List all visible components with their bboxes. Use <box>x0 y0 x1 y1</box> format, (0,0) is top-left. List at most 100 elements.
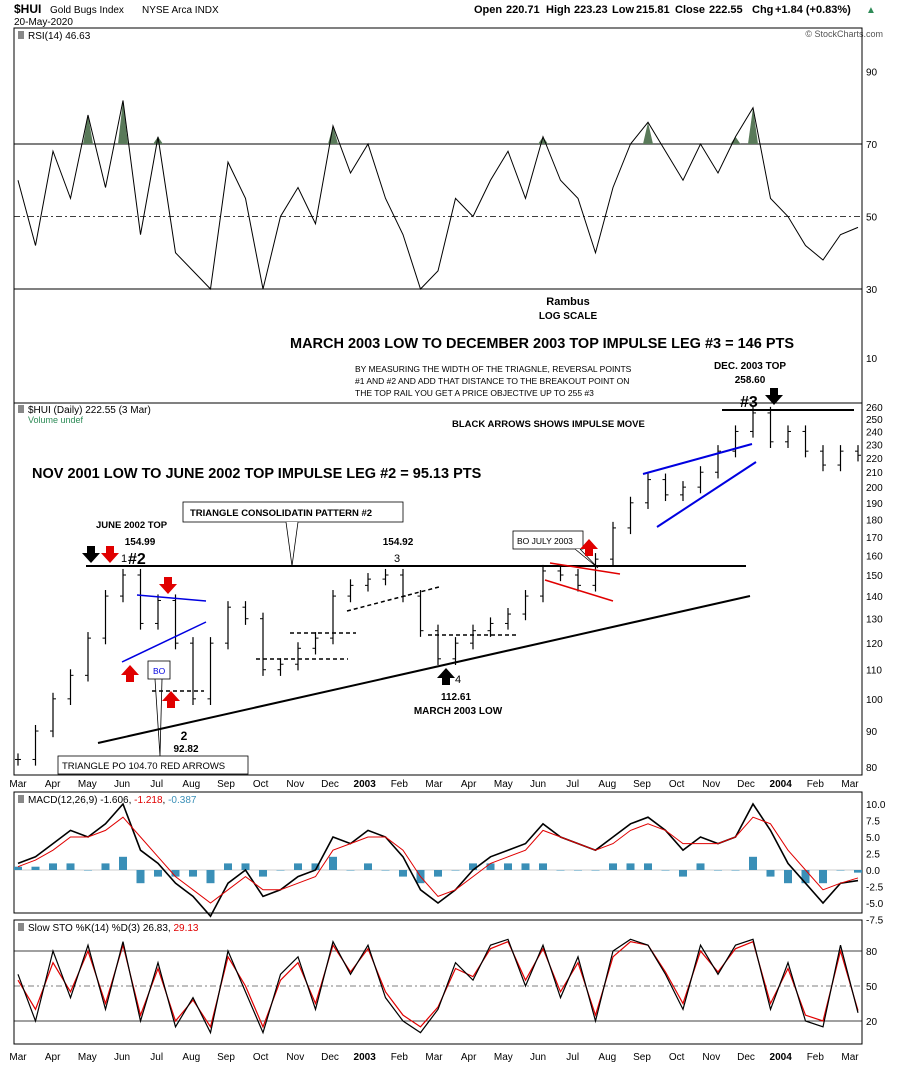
time-tick-label: Apr <box>461 1052 477 1063</box>
time-tick-label: Sep <box>217 779 235 790</box>
price-y-tick-label: 210 <box>866 468 883 479</box>
price-plot: 80 90 100 110 120 130 140 150 160 170 180 190 200 210… <box>15 403 883 774</box>
macd-histogram-bar <box>644 863 652 870</box>
black-down-arrow-dec <box>765 388 783 405</box>
time-tick-label: Oct <box>253 1052 269 1063</box>
macd-histogram-bar <box>854 870 862 873</box>
macd-histogram-bar <box>101 863 110 870</box>
time-tick-label: Dec <box>321 779 339 790</box>
price-y-tick-label: 150 <box>866 571 883 582</box>
time-tick-label: May <box>494 1052 513 1063</box>
price-y-tick-label: 260 <box>866 403 883 414</box>
time-tick-label: Jul <box>566 1052 579 1063</box>
time-tick-label: Dec <box>321 1052 339 1063</box>
bo-july-label: BO JULY 2003 <box>517 536 573 546</box>
wedge-upper <box>642 443 753 475</box>
rsi-overbought-fill <box>643 122 653 144</box>
bo-label: BO <box>153 666 166 676</box>
red-up-arrow-1 <box>121 665 139 682</box>
macd-y-tick-label: -7.5 <box>866 916 884 927</box>
rsi-y-tick-label: 30 <box>866 285 878 296</box>
time-tick-label: Dec <box>737 779 755 790</box>
macd-histogram-bar <box>469 863 477 870</box>
macd-histogram-bar <box>556 870 565 871</box>
time-tick-label: May <box>78 1052 97 1063</box>
time-tick-label: Sep <box>217 1052 235 1063</box>
time-tick-label: May <box>494 779 513 790</box>
header-low-value: 215.81 <box>636 4 670 16</box>
flag-lower-red <box>544 579 614 602</box>
header-low-label: Low <box>612 4 634 16</box>
time-tick-label: Jul <box>566 779 579 790</box>
time-tick-label: Mar <box>425 779 443 790</box>
rsi-overbought-fill <box>83 115 93 144</box>
june-top-value: 154.99 <box>125 537 156 548</box>
header-close-label: Close <box>675 4 705 16</box>
point-3-label: 3 <box>394 553 400 565</box>
rsi-panel-label: RSI(14) 46.63 <box>28 31 91 42</box>
stoch-panel-label: Slow STO %K(14) %D(3) 26.83, 29.13 <box>28 923 199 934</box>
dec-top-value: 258.60 <box>735 375 766 386</box>
macd-histogram-bar <box>136 870 145 884</box>
time-tick-label: Feb <box>807 779 825 790</box>
header-high-label: High <box>546 4 571 16</box>
price-y-tick-label: 100 <box>866 695 883 706</box>
macd-histogram-bar <box>241 863 250 870</box>
rsi-line <box>17 100 859 291</box>
time-tick-label: Oct <box>669 1052 685 1063</box>
point-1-label: 1 <box>121 553 127 565</box>
macd-histogram-bar <box>801 870 810 884</box>
small-triangle-lower <box>121 621 207 663</box>
macd-histogram-bar <box>749 856 757 870</box>
time-tick-label: Mar <box>9 779 27 790</box>
macd-panel-label: MACD(12,26,9) -1.606, -1.218, -0.387 <box>28 795 197 806</box>
flag-upper-red <box>549 562 621 575</box>
macd-histogram-bar <box>66 863 75 870</box>
time-tick-label: Aug <box>598 779 616 790</box>
black-arrows-note: BLACK ARROWS SHOWS IMPULSE MOVE <box>452 419 645 430</box>
point-4-value: 112.61 <box>441 692 471 703</box>
time-tick-label: Jul <box>150 779 163 790</box>
macd-histogram-bar <box>154 870 162 877</box>
macd-plot: -7.5 -5.0 -2.5 0.0 2.5 5.0 7.5 10.0 <box>14 800 886 927</box>
stoch-label-k: 26.83 <box>143 923 168 934</box>
macd-histogram-bar <box>381 870 390 871</box>
time-tick-label: Feb <box>391 1052 409 1063</box>
point-4-label: 4 <box>455 674 461 686</box>
stoch-plot: 20 50 80 <box>14 938 878 1035</box>
header-chg-label: Chg <box>752 4 773 16</box>
rsi-y-tick-label: 90 <box>866 68 878 79</box>
time-tick-label: Mar <box>425 1052 443 1063</box>
time-tick-label: Mar <box>841 779 859 790</box>
price-y-tick-label: 220 <box>866 454 883 465</box>
macd-y-tick-label: -2.5 <box>866 883 884 894</box>
rambus-label: Rambus <box>546 296 589 308</box>
price-y-tick-label: 120 <box>866 639 883 650</box>
macd-histogram-bar <box>84 870 92 871</box>
time-tick-label: Jun <box>530 1052 546 1063</box>
leg3-title: MARCH 2003 LOW TO DECEMBER 2003 TOP IMPU… <box>290 336 794 352</box>
red-down-arrow-2 <box>159 577 177 594</box>
triangle-po-label: TRIANGLE PO 104.70 RED ARROWS <box>62 761 225 772</box>
rsi-overbought-fill <box>748 107 758 144</box>
june-top-label: JUNE 2002 TOP <box>96 520 168 531</box>
macd-histogram-bar <box>836 870 845 871</box>
time-tick-label: 2003 <box>354 1052 377 1063</box>
macd-histogram-bar <box>679 870 687 877</box>
hash-3-label: #3 <box>740 394 758 411</box>
rsi-overbought-fill <box>118 100 128 144</box>
macd-histogram-bar <box>189 870 197 877</box>
header-date: 20-May-2020 <box>14 17 73 28</box>
macd-histogram-bar <box>276 870 285 871</box>
rsi-y-tick-label: 70 <box>866 140 878 151</box>
march-low-label: MARCH 2003 LOW <box>414 706 503 717</box>
macd-label-signal: -1.218 <box>134 795 163 806</box>
macd-histogram-bar <box>731 870 740 871</box>
price-y-tick-label: 250 <box>866 415 883 426</box>
time-tick-label: Nov <box>702 779 720 790</box>
macd-histogram-bar <box>49 863 57 870</box>
time-tick-label: Dec <box>737 1052 755 1063</box>
axes: Mar Apr May Jun Jul Aug Sep Oct Nov Dec 2003 Feb Mar… <box>9 779 859 1063</box>
black-up-arrow-4 <box>437 668 455 685</box>
